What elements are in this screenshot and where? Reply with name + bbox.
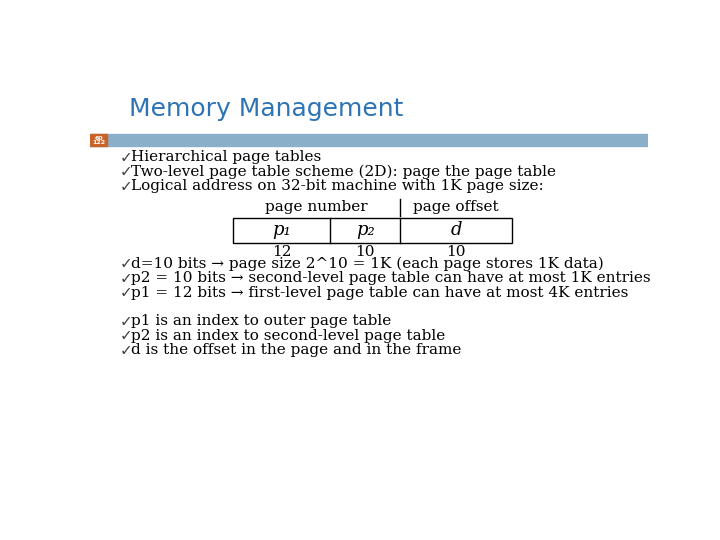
Text: p1 is an index to outer page table: p1 is an index to outer page table <box>131 314 392 328</box>
Text: Logical address on 32-bit machine with 1K page size:: Logical address on 32-bit machine with 1… <box>131 179 544 193</box>
Bar <box>233 218 513 242</box>
Text: p2 = 10 bits → second-level page table can have at most 1K entries: p2 = 10 bits → second-level page table c… <box>131 271 651 285</box>
Text: Two-level page table scheme (2D): page the page table: Two-level page table scheme (2D): page t… <box>131 165 556 179</box>
Text: d: d <box>451 221 462 239</box>
Text: p2 is an index to second-level page table: p2 is an index to second-level page tabl… <box>131 329 446 343</box>
Text: p1 = 12 bits → first-level page table can have at most 4K entries: p1 = 12 bits → first-level page table ca… <box>131 286 629 300</box>
Text: d=10 bits → page size 2^10 = 1K (each page stores 1K data): d=10 bits → page size 2^10 = 1K (each pa… <box>131 256 604 271</box>
Text: ✓: ✓ <box>120 256 132 271</box>
Text: ✓: ✓ <box>120 271 132 286</box>
Text: ✓: ✓ <box>120 328 132 343</box>
Text: 10: 10 <box>356 245 375 259</box>
Text: page number: page number <box>266 200 368 214</box>
Text: ✓: ✓ <box>120 285 132 300</box>
Text: page offset: page offset <box>413 200 499 214</box>
Text: 60
122: 60 122 <box>92 136 105 145</box>
Text: ✓: ✓ <box>120 164 132 179</box>
Text: p₁: p₁ <box>272 221 291 239</box>
Text: ✓: ✓ <box>120 150 132 165</box>
Text: 12: 12 <box>272 245 292 259</box>
Text: Hierarchical page tables: Hierarchical page tables <box>131 150 321 164</box>
Text: 10: 10 <box>446 245 466 259</box>
Text: Memory Management: Memory Management <box>129 97 403 122</box>
Text: ✓: ✓ <box>120 314 132 329</box>
Bar <box>90 134 648 146</box>
Text: ✓: ✓ <box>120 179 132 194</box>
Text: p₂: p₂ <box>356 221 374 239</box>
Text: ✓: ✓ <box>120 343 132 358</box>
Text: d is the offset in the page and in the frame: d is the offset in the page and in the f… <box>131 343 462 357</box>
Bar <box>90 134 107 146</box>
